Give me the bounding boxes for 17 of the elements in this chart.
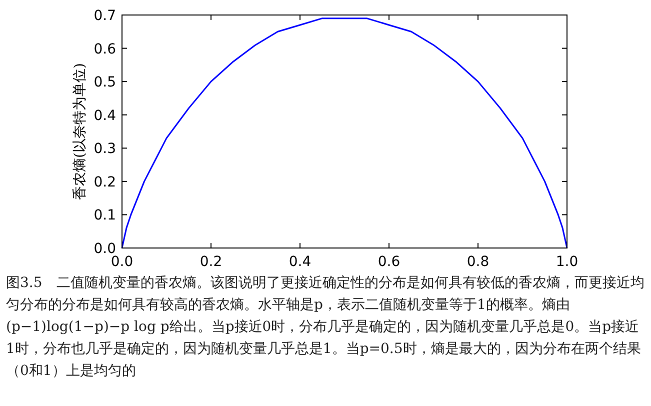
line-series (121, 18, 568, 249)
x-tick-label: 0.4 (288, 254, 312, 270)
y-tick-label: 0.0 (94, 241, 116, 257)
x-tick-label: 0.2 (200, 254, 222, 270)
x-tick-label: 0.0 (110, 254, 134, 270)
y-tick-label: 0.5 (94, 74, 116, 91)
y-axis-title: 香农熵(以奈特为单位) (72, 63, 88, 200)
caption: 图3.5 二值随机变量的香农熵。该图说明了更接近确定性的分布是如何具有较低的香农熵，而更接近均匀分布的分布是如何具有较高的香农熵。水平轴是p，表示二值随机变量等于1的概率。熵由(p−1)log(1−p)−p log p给出。当p接近0时，分布几乎是确定的，因为随机变量几乎总是0。当p接近1时，分布也几乎是确定的，因为随机变量几乎总是1。当p=0.5时，熵是最大的，因为分布在两个结果（0和1）上是均匀的 (6, 274, 646, 381)
y-tick-label: 0.2 (94, 174, 116, 190)
x-tick-label: 0.6 (378, 254, 400, 270)
x-tick-label: 0.8 (466, 254, 490, 270)
y-tick-label: 0.3 (94, 141, 116, 158)
y-tick-label: 0.1 (94, 208, 116, 224)
y-tick-label: 0.4 (94, 108, 116, 124)
y-tick-label: 0.6 (94, 41, 116, 58)
y-tick-label: 0.7 (94, 8, 116, 24)
x-tick-label: 1.0 (556, 254, 578, 270)
